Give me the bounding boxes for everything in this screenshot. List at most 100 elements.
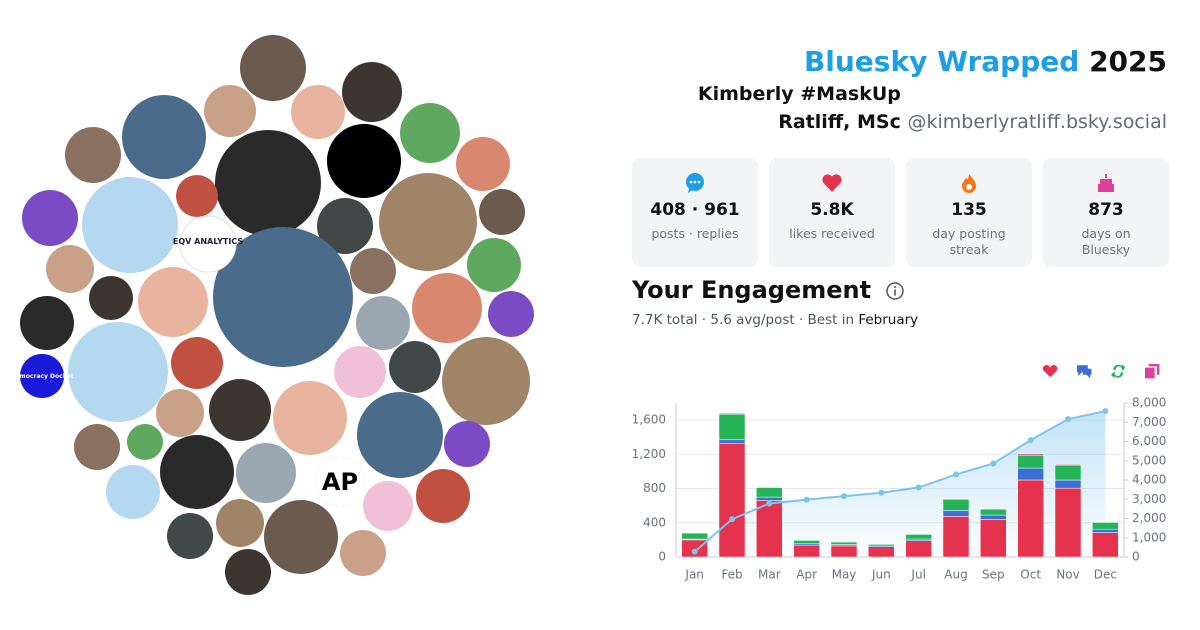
avatar — [317, 198, 373, 254]
x-tick-label: Apr — [796, 568, 817, 582]
avatar — [65, 127, 121, 183]
bar-segment — [905, 538, 932, 541]
avatar — [167, 513, 213, 559]
y2-tick-label: 6,000 — [1132, 434, 1166, 448]
avatar — [20, 296, 74, 350]
avatar — [89, 276, 133, 320]
avatar — [291, 85, 345, 139]
summary: 7.7K total · 5.6 avg/post · Best in Febr… — [632, 312, 918, 328]
bar-segment — [756, 496, 783, 501]
summary-text: 7.7K total · 5.6 avg/post · Best in — [632, 312, 855, 328]
avatar — [122, 95, 206, 179]
avatar-label: Democracy Docket — [11, 373, 74, 380]
avatar — [400, 103, 460, 163]
bar-segment — [868, 544, 895, 547]
bar-segment — [718, 442, 746, 558]
bar-segment — [830, 545, 858, 558]
section-title: Your Engagement — [632, 276, 905, 304]
bar-segment — [1092, 522, 1119, 530]
cumulative-line — [694, 410, 1106, 553]
avatar — [213, 227, 353, 367]
bar-segment — [1092, 521, 1119, 523]
stat-card: 135 day posting streak — [906, 158, 1032, 267]
avatar-label: AP — [322, 468, 358, 496]
title-brand: Bluesky Wrapped — [803, 45, 1080, 78]
stat-card: 873 days on Bluesky — [1043, 158, 1169, 267]
bar-segment — [793, 544, 820, 558]
title-year: 2025 — [1089, 45, 1167, 78]
avatar — [22, 190, 78, 246]
avatar-label: EQV ANALYTICS — [173, 237, 243, 246]
avatar — [488, 291, 534, 337]
avatar — [273, 381, 347, 455]
avatar — [179, 215, 237, 273]
bar-segment — [681, 538, 708, 541]
bar-segment — [830, 541, 858, 545]
stat-label: posts · replies — [651, 226, 739, 241]
avatar — [82, 177, 178, 273]
bar-segment — [942, 499, 970, 511]
y-tick-label: 800 — [643, 481, 666, 495]
x-tick-label: Jan — [684, 568, 704, 582]
avatar — [442, 337, 530, 425]
bar-segment — [1017, 453, 1044, 456]
stat-card: 5.8K likes received — [769, 158, 895, 267]
avatar — [216, 499, 264, 547]
display-name: Kimberly #MaskUp Ratliff, MSc — [697, 83, 901, 133]
bar-segment — [756, 487, 783, 498]
avatar — [160, 435, 234, 509]
x-tick-label: Dec — [1094, 568, 1117, 582]
bar-segment — [793, 543, 820, 546]
avatar — [357, 392, 443, 478]
y2-tick-label: 4,000 — [1132, 473, 1166, 487]
avatar — [350, 248, 396, 294]
avatar — [412, 273, 482, 343]
line-point — [1027, 437, 1034, 444]
stat-cards: 408 · 961 posts · replies 5.8K likes rec… — [632, 158, 1169, 267]
bar-segment — [1054, 487, 1082, 558]
avatar — [379, 173, 477, 271]
line-point — [729, 516, 735, 523]
avatar — [315, 457, 365, 507]
avatar — [171, 337, 223, 389]
legend-icon — [1111, 364, 1126, 379]
bar-segment — [942, 516, 970, 558]
line-point — [953, 471, 959, 478]
y2-tick-label: 5,000 — [1132, 453, 1166, 467]
section-title-text: Your Engagement — [632, 276, 872, 304]
x-tick-label: Aug — [944, 568, 967, 582]
bar-segment — [1017, 454, 1044, 469]
bar-segment — [756, 486, 783, 488]
avatar — [444, 421, 490, 467]
avatar — [340, 530, 386, 576]
legend-icon — [1042, 365, 1058, 378]
icon — [822, 174, 842, 192]
stat-value: 873 — [1088, 200, 1124, 220]
line-area — [694, 411, 1106, 557]
y-tick-label: 1,200 — [632, 447, 666, 461]
y2-tick-label: 7,000 — [1132, 415, 1166, 429]
line-point — [766, 500, 773, 507]
info-icon[interactable] — [885, 281, 905, 301]
handle: @kimberlyratliff.bsky.social — [907, 111, 1168, 133]
avatar-cloud: EQV ANALYTICS AP Democracy Docket — [11, 35, 534, 595]
bar-segment — [1017, 479, 1044, 558]
stat-label: days on Bluesky — [1081, 226, 1131, 257]
y2-tick-label: 2,000 — [1132, 511, 1166, 525]
bar-segment — [980, 514, 1007, 520]
bar-segment — [718, 439, 746, 444]
x-tick-label: May — [832, 568, 857, 582]
y2-tick-label: 0 — [1132, 550, 1140, 564]
avatar — [138, 267, 208, 337]
avatar — [74, 424, 120, 470]
avatar — [225, 549, 271, 595]
avatar — [356, 296, 410, 350]
avatar — [456, 137, 510, 191]
line-point — [915, 484, 922, 491]
avatar — [264, 500, 338, 574]
bar-segment — [980, 519, 1007, 558]
stat-label: day posting streak — [932, 226, 1006, 257]
bar-segment — [1092, 528, 1119, 533]
stat-value: 5.8K — [810, 200, 854, 220]
y2-tick-label: 3,000 — [1132, 492, 1166, 506]
